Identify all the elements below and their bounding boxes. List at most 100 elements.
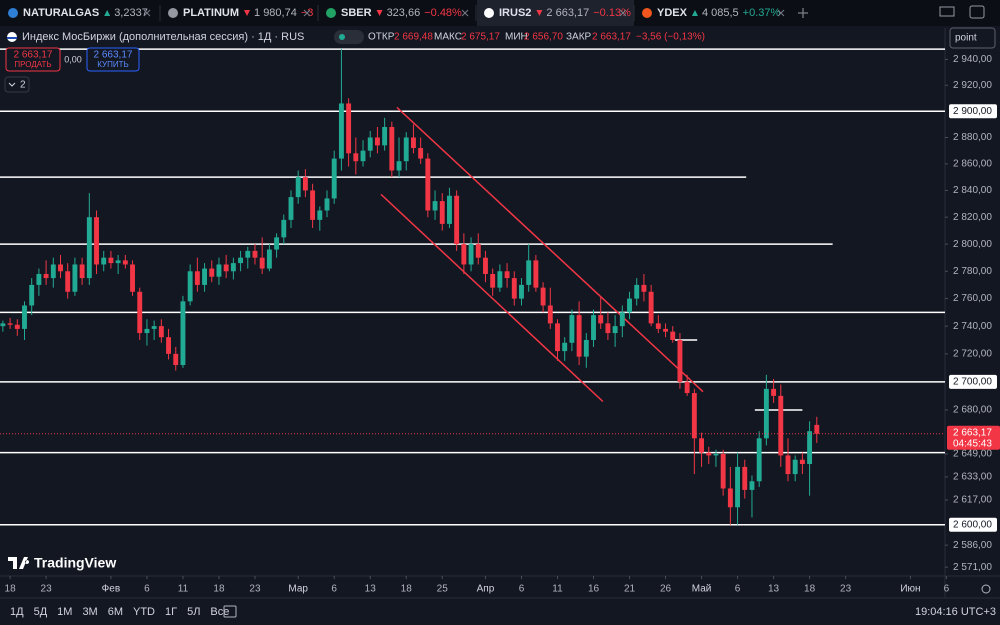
tab-direction[interactable] (691, 10, 698, 16)
candle-body (511, 278, 517, 299)
buy-label[interactable]: КУПИТЬ (97, 60, 128, 69)
indicators-count[interactable]: 2 (20, 80, 26, 91)
candle-body (86, 217, 92, 279)
tab-direction[interactable] (376, 10, 383, 16)
tab-icon[interactable] (484, 8, 494, 18)
tab-price[interactable]: 323,66 (387, 7, 421, 19)
tab-symbol[interactable]: YDEX (657, 7, 688, 19)
tab-icon[interactable] (326, 8, 336, 18)
candle-body (533, 260, 539, 288)
period-button[interactable]: 1Г (165, 606, 177, 618)
sell-price[interactable]: 2 663,17 (14, 50, 53, 61)
tab-price[interactable]: 1 980,74 (254, 7, 297, 19)
tab-close[interactable] (777, 9, 785, 17)
symbol-title: Индекс МосБиржи (дополнительная сессия) … (22, 31, 304, 43)
tab-close[interactable] (143, 9, 151, 17)
candle-body (274, 237, 280, 250)
candle-body (389, 126, 395, 171)
period-button[interactable]: Все (210, 606, 229, 618)
period-button[interactable]: 1М (57, 606, 72, 618)
y-tick-label: 2 633,00 (953, 472, 992, 483)
tab-icon[interactable] (8, 8, 18, 18)
candle-body (483, 257, 488, 274)
buy-button[interactable] (86, 47, 140, 72)
candle-body (43, 273, 49, 279)
tab-price[interactable]: 3,2337 (114, 7, 148, 19)
search-text[interactable]: point (955, 33, 977, 44)
candle-body (691, 393, 697, 439)
tab-close[interactable] (619, 9, 627, 17)
tab-change[interactable]: −0.48% (424, 7, 462, 19)
y-tick-label: 2 700,00 (953, 376, 992, 387)
candle-body (72, 264, 78, 292)
candle-body (490, 273, 496, 288)
period-button[interactable]: 3М (82, 606, 97, 618)
period-button[interactable]: 5Д (34, 606, 48, 618)
tab-direction[interactable] (244, 10, 251, 16)
x-tick-label: Июн (900, 584, 920, 595)
price-tag (947, 425, 1000, 450)
tab-change[interactable]: −0.13% (593, 7, 631, 19)
trend-line (396, 106, 704, 393)
x-tick-label: 18 (401, 584, 413, 595)
candle-body (418, 148, 424, 159)
tab-symbol[interactable]: NATURALGAS (23, 7, 99, 19)
candle-body (547, 305, 553, 324)
candle-body (641, 284, 647, 292)
tab-close[interactable] (461, 9, 469, 17)
candle-body (346, 103, 352, 154)
period-button[interactable]: 6М (108, 606, 123, 618)
x-tick-label: 23 (249, 584, 261, 595)
tab-icon[interactable] (168, 8, 178, 18)
sell-label[interactable]: ПРОДАТЬ (14, 60, 51, 69)
tab-price[interactable]: 4 085,5 (702, 7, 739, 19)
tab-direction[interactable] (104, 10, 111, 16)
chevron-icon[interactable] (8, 82, 16, 87)
x-tick-label: 6 (944, 584, 950, 595)
layout-icon[interactable] (939, 6, 955, 17)
x-tick-label: 18 (804, 584, 816, 595)
period-button[interactable]: 5Л (187, 606, 200, 618)
search-input[interactable] (949, 27, 996, 49)
level-price-label (949, 374, 997, 389)
y-tick-label: 2 900,00 (953, 106, 992, 117)
candle-body (288, 197, 294, 220)
candle-body (742, 466, 748, 490)
candle-body (432, 201, 438, 211)
y-tick-label: 2 840,00 (953, 185, 992, 196)
status-pill[interactable] (334, 30, 364, 44)
period-button[interactable]: YTD (133, 606, 155, 618)
candle-body (108, 257, 114, 264)
candle-body (158, 326, 164, 338)
low-label: МИН (505, 32, 528, 43)
indicators-toggle[interactable] (4, 76, 30, 93)
buy-price[interactable]: 2 663,17 (94, 50, 133, 61)
level-price-label (949, 104, 997, 119)
tab-change[interactable]: +0.37% (743, 7, 781, 19)
candle-body (497, 271, 503, 288)
period-button[interactable]: 1Д (10, 606, 24, 618)
candle-body (338, 103, 344, 159)
settings-icon[interactable] (981, 584, 991, 594)
candle-body (324, 198, 330, 211)
x-tick-label: 26 (660, 584, 672, 595)
tab-symbol[interactable]: PLATINUM (183, 7, 239, 19)
tab-symbol[interactable]: SBER (341, 7, 372, 19)
x-tick-label: 6 (519, 584, 525, 595)
candle-body (374, 137, 380, 146)
tab-symbol[interactable]: IRUS2 (499, 7, 531, 19)
candle-body (677, 339, 683, 382)
active-tab[interactable] (477, 0, 634, 26)
sell-button[interactable] (5, 47, 61, 72)
y-tick-label: 2 760,00 (953, 293, 992, 304)
window-icon[interactable] (969, 5, 985, 19)
candle-body (144, 328, 150, 334)
tab-icon[interactable] (642, 8, 652, 18)
tab-close[interactable] (303, 9, 311, 17)
candle-body (14, 324, 20, 329)
candle-body (778, 395, 784, 456)
date-range-icon[interactable] (223, 605, 237, 618)
tab-direction[interactable] (536, 10, 543, 16)
tab-price[interactable]: 2 663,17 (546, 7, 589, 19)
candle-body (749, 481, 755, 490)
